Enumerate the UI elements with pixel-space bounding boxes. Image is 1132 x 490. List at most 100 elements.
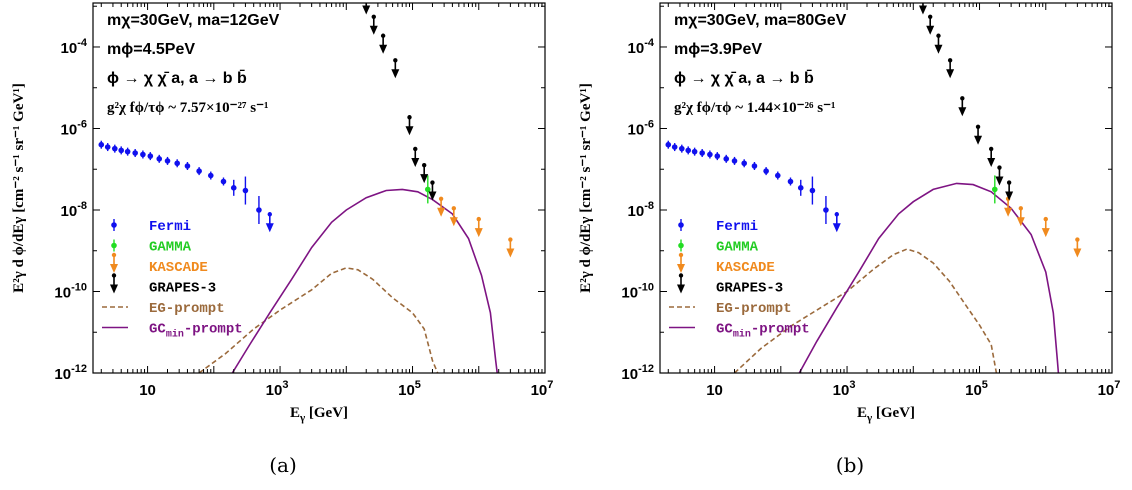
axis-ticks [93, 3, 546, 374]
fermi-point [731, 156, 738, 165]
panel-label-a: (a) [269, 453, 297, 477]
kascade-upper-limit [1004, 196, 1013, 217]
kascade-upper-limit-head [1041, 228, 1050, 238]
fermi-point [156, 154, 163, 163]
fermi-point [723, 154, 730, 163]
legend-label-gamma: GAMMA [149, 240, 192, 256]
grapes-3-upper-limit-head [369, 25, 378, 35]
grapes-3-upper-limit-head [995, 176, 1004, 186]
x-tick-label: 103 [833, 379, 856, 399]
grapes-3-upper-limit-cap [988, 146, 994, 152]
fermi-point [164, 156, 171, 165]
legend-swatch-kascade-head [677, 264, 685, 273]
fermi-point-dot [723, 156, 730, 162]
grapes-3-upper-limit-head [379, 44, 388, 54]
annotation-line-1: mχ=30GeV, ma=80GeV [674, 12, 847, 29]
kascade-upper-limit-head [1016, 217, 1025, 227]
plot-frame [659, 2, 1113, 374]
legend-swatch-kascade [677, 252, 685, 273]
legend-swatch-gamma-dot [111, 242, 117, 249]
grapes-3-upper-limit-cap [947, 58, 953, 63]
fermi-point-dot [124, 148, 131, 155]
annotation-line-4: g²χ fϕ/τϕ ~ 7.57×10⁻²⁷ s⁻¹ [107, 100, 268, 116]
grapes-3-upper-limit-head [974, 135, 983, 145]
fermi-point-dot [763, 168, 769, 174]
grapes-3-upper-limit [974, 124, 983, 145]
fermi-point [147, 152, 154, 161]
legend-label-fermi: Fermi [716, 219, 758, 235]
kascade-upper-limit-head [506, 248, 515, 258]
kascade-upper-limit-cap [476, 216, 481, 222]
fermi-point [699, 149, 705, 158]
legend-label-grapes-3: GRAPES-3 [716, 281, 783, 297]
fermi-point [256, 195, 262, 224]
grapes-3-upper-limit-head [918, 5, 927, 15]
fermi-point [809, 176, 816, 205]
y-tick-label: 10-8 [628, 200, 654, 220]
fermi-point [714, 152, 721, 161]
fermi-point-dot [671, 144, 678, 150]
grapes-3-upper-limit-head [987, 157, 996, 167]
legend-label-gcmin-prompt: GCmin-prompt [149, 322, 243, 341]
kascade-upper-limit [1016, 206, 1025, 227]
legend-label-kascade: KASCADE [716, 260, 775, 276]
fermi-point-dot [774, 172, 781, 179]
legend-label-grapes-3: GRAPES-3 [149, 281, 216, 297]
legend-swatch-fermi-dot [111, 222, 117, 228]
x-tick-label: 10 [139, 382, 156, 399]
grapes-3-upper-limit-cap [421, 162, 427, 168]
fermi-point [196, 167, 202, 176]
fermi-point-dot [111, 145, 118, 152]
fermi-point-dot [665, 141, 672, 148]
grapes-3-upper-limit [995, 165, 1004, 186]
fermi-point [671, 143, 678, 152]
kascade-upper-limit-head [1073, 248, 1082, 258]
fermi-point [774, 171, 781, 180]
grapes-3-upper-limit [926, 14, 935, 35]
fermi-point [763, 167, 769, 176]
fermi-point [741, 159, 747, 168]
kascade-upper-limit [449, 206, 458, 227]
fermi-point [678, 144, 685, 153]
fermi-point-dot [797, 185, 804, 191]
fermi-point-dot [741, 160, 747, 167]
fermi-point-dot [207, 172, 214, 179]
fermi-point [823, 195, 829, 224]
legend-swatch-gamma [111, 239, 117, 252]
grapes-3-upper-limit [411, 146, 420, 167]
fermi-point-dot [174, 160, 180, 167]
kascade-upper-limit-cap [508, 237, 513, 242]
fermi-point-dot [731, 158, 738, 164]
fermi-point-dot [678, 145, 685, 152]
legend: Fermi GAMMA KASCADE GRAPES-3 EG-prompt GCmin-… [669, 219, 810, 341]
fermi-point [184, 162, 191, 171]
y-tick-label: 10-8 [61, 200, 87, 220]
grapes-3-upper-limit [405, 115, 414, 136]
grapes-3-upper-limit-head [391, 69, 400, 79]
legend: Fermi GAMMA KASCADE GRAPES-3 EG-prompt GCmin-… [102, 219, 243, 341]
legend-swatch-grapes-3 [110, 273, 118, 294]
grapes-3-upper-limit-cap [927, 14, 933, 20]
fermi-point-dot [691, 148, 698, 155]
kascade-upper-limit-head [1004, 207, 1013, 217]
x-tick-label: 10 [706, 382, 723, 399]
grapes-3-upper-limit-cap [430, 180, 435, 185]
fermi-point [691, 147, 698, 156]
legend-label-eg-prompt: EG-prompt [149, 301, 225, 317]
legend-label-fermi: Fermi [149, 219, 191, 235]
legend-label-gamma: GAMMA [716, 240, 759, 256]
kascade-upper-limit-head [449, 217, 458, 227]
fermi-point-dot [714, 153, 721, 159]
gcmin-prompt-curve [231, 188, 498, 373]
fermi-upper-limit-head [832, 223, 841, 233]
eg-prompt-curve [733, 248, 998, 373]
legend-label-gcmin-prompt: GCmin-prompt [716, 322, 810, 341]
gcmin-prompt-curve [798, 182, 1060, 373]
grapes-3-upper-limit [918, 3, 927, 15]
grapes-3-upper-limit-cap [393, 58, 398, 63]
kascade-upper-limit-cap [1075, 237, 1080, 242]
y-tick-label: 10-10 [621, 281, 654, 301]
legend-label-eg-prompt: EG-prompt [716, 301, 792, 317]
x-axis-label: Eγ [GeV] [290, 405, 348, 424]
grapes-3-upper-limit [369, 14, 378, 35]
